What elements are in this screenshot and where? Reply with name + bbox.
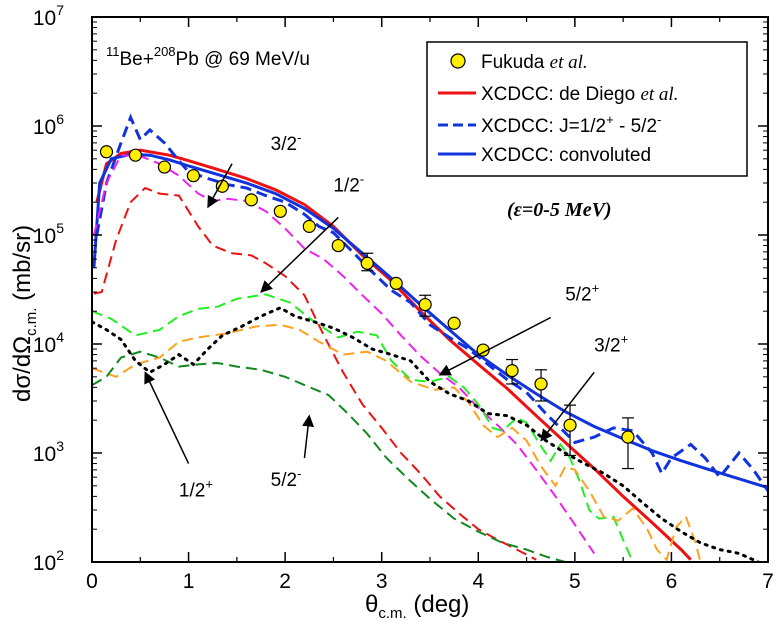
legend-label-convoluted: XCDCC: convoluted [481,145,651,166]
series-line-5 [92,293,634,562]
legend-label-dediego: XCDCC: de Diego et al. [481,84,678,105]
data-point-17 [621,430,635,444]
annotation-label-a52p: 5/2+ [565,281,599,306]
series-line-6 [92,323,702,562]
x-axis-title: θc.m. (deg) [365,591,469,622]
axis-ticks-layer: 0 1 2 3 4 5 6 7 102 103 104 105 106 107 [33,2,774,593]
x-tick-label-7: 7 [762,570,774,593]
y-tick-label-4: 106 [33,111,64,139]
data-point-12 [447,316,461,330]
experimental-points-layer [99,145,635,470]
series-line-4 [93,186,537,561]
y-tick-label-0: 102 [33,547,64,575]
data-point-11 [418,297,432,312]
x-tick-label-4: 4 [472,570,484,593]
annotation-arrow-a52m [302,414,315,459]
data-point-7 [302,219,316,233]
reaction-label: 11Be+208Pb @ 69 MeV/u [106,44,310,70]
x-tick-label-1: 1 [183,570,195,593]
data-point-14 [505,364,519,378]
data-point-9 [360,256,374,270]
series-line-2 [92,152,768,490]
annotation-arrow-a12m [260,216,339,293]
reaction-label-sup2: 208 [154,44,176,59]
legend-box [426,41,748,177]
data-point-5 [244,193,258,207]
y-tick-label-3: 105 [33,220,64,248]
annotation-label-a32m: 3/2- [271,130,302,155]
data-point-2 [157,160,172,174]
legend-marker-fukuda [450,53,466,69]
data-point-10 [389,276,403,290]
data-point-15 [534,377,548,391]
annotation-arrow-a52p [438,316,552,376]
y-tick-label-2: 104 [33,329,64,357]
x-tick-label-3: 3 [376,570,388,593]
annotation-label-a12p: 1/2+ [179,476,213,501]
series-line-8 [92,306,760,562]
legend: Fukuda et al. XCDCC: de Diego et al. XCD… [426,41,748,177]
annotation-label-a12m: 1/2- [333,172,364,197]
annotation-label-a32p: 3/2+ [594,332,628,357]
legend-label-jsum: XCDCC: J=1/2+ - 5/2- [481,112,661,137]
data-point-1 [128,148,143,162]
y-tick-label-1: 103 [33,438,64,466]
data-point-0 [99,145,114,159]
data-point-6 [273,204,287,218]
annotation-arrow-a12p [144,371,190,464]
annotations-layer: 3/2- 1/2- 5/2+ 3/2+ 1/2+ 5/2- [144,130,628,501]
x-tick-label-0: 0 [86,570,98,593]
annotation-arrow-a32p [540,371,595,442]
reaction-label-base2: Pb @ 69 MeV/u [176,49,310,70]
reaction-label-base1: Be+ [120,49,154,70]
x-tick-label-5: 5 [569,570,581,593]
reaction-label-sup1: 11 [106,44,120,59]
series-line-7 [92,350,566,562]
annotation-label-a52m: 5/2- [271,466,302,491]
data-point-16 [563,418,577,432]
data-point-3 [186,169,200,183]
annotation-arrow-a32m [207,163,233,209]
y-tick-label-5: 107 [33,2,64,30]
legend-label-fukuda: Fukuda et al. [481,52,588,73]
x-tick-label-2: 2 [279,570,291,593]
series-line-1 [95,113,768,492]
y-axis-title: dσ/dΩc.m. (mb/sr) [9,225,40,402]
series-line-0 [95,148,692,561]
data-point-8 [331,238,345,253]
energy-range-label: (ε=0-5 MeV) [507,199,612,221]
x-tick-label-6: 6 [666,570,678,593]
